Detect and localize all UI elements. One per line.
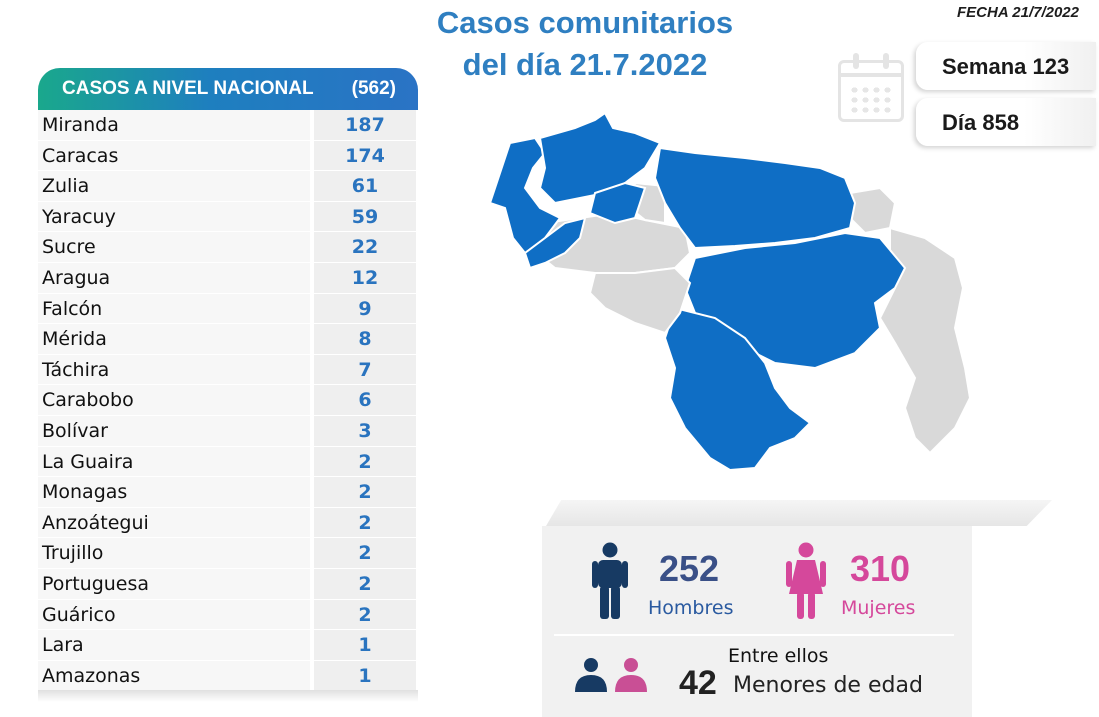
week-badge: Semana 123: [916, 42, 1096, 90]
table-row: Aragua 12: [38, 262, 418, 294]
state-name: Zulia: [38, 171, 310, 201]
table-row: Zulia 61: [38, 171, 418, 202]
state-cases: 7: [314, 354, 416, 385]
map-region-blue-north-east: [653, 146, 857, 250]
day-badge: Día 858: [916, 98, 1096, 146]
state-name: La Guaira: [38, 446, 310, 477]
cases-table: CASOS A NIVEL NACIONAL (562) Miranda 187 C…: [38, 68, 418, 692]
state-name: Aragua: [38, 262, 310, 293]
state-name: Táchira: [38, 354, 310, 385]
state-cases: 2: [314, 599, 416, 630]
entre-ellos-label: Entre ellos: [728, 645, 829, 667]
table-header: CASOS A NIVEL NACIONAL (562): [38, 68, 418, 110]
state-name: Bolívar: [38, 415, 310, 446]
state-cases: 1: [314, 660, 416, 691]
state-cases: 61: [314, 171, 416, 201]
state-name: Sucre: [38, 232, 310, 262]
table-row: Miranda 187: [38, 110, 418, 141]
stats-panel: [540, 500, 1052, 717]
page-title: Casos comunitarios del día 21.7.2022: [400, 2, 770, 86]
state-name: Caracas: [38, 140, 310, 171]
men-label: Hombres: [648, 597, 734, 619]
state-cases: 2: [314, 446, 416, 477]
map-region-blue-andes: [523, 216, 587, 270]
table-row: Guárico 2: [38, 599, 418, 631]
state-name: Mérida: [38, 324, 310, 354]
map-region-blue-center: [588, 181, 647, 225]
man-icon: [592, 542, 628, 619]
title-line-2: del día 21.7.2022: [462, 47, 708, 82]
state-cases: 12: [314, 262, 416, 293]
table-row: Lara 1: [38, 630, 418, 661]
state-cases: 8: [314, 324, 416, 354]
table-shadow: [38, 690, 418, 702]
calendar-icon: [838, 53, 904, 122]
title-line-1: Casos comunitarios: [436, 5, 734, 40]
venezuela-map: [488, 111, 972, 472]
table-row: Yaracuy 59: [38, 201, 418, 233]
table-row: Caracas 174: [38, 140, 418, 172]
state-name: Carabobo: [38, 385, 310, 415]
state-name: Miranda: [38, 110, 310, 140]
woman-icon: [786, 542, 826, 619]
table-row: Trujillo 2: [38, 538, 418, 569]
state-cases: 6: [314, 385, 416, 415]
state-cases: 2: [314, 507, 416, 538]
table-row: Portuguesa 2: [38, 568, 418, 600]
table-row: Monagas 2: [38, 477, 418, 508]
table-row: Mérida 8: [38, 324, 418, 355]
table-row: Carabobo 6: [38, 385, 418, 416]
table-row: Bolívar 3: [38, 415, 418, 447]
state-name: Falcón: [38, 293, 310, 324]
table-row: Amazonas 1: [38, 660, 418, 692]
map-region-blue-apure: [588, 266, 692, 335]
state-cases: 174: [314, 140, 416, 171]
map-region-blue-amazonas: [663, 306, 812, 472]
state-cases: 2: [314, 568, 416, 599]
state-cases: 1: [314, 630, 416, 660]
group-icon: [575, 658, 647, 692]
state-cases: 59: [314, 201, 416, 232]
table-row: Anzoátegui 2: [38, 507, 418, 539]
table-header-label: CASOS A NIVEL NACIONAL: [62, 78, 314, 99]
state-cases: 2: [314, 477, 416, 507]
state-name: Anzoátegui: [38, 507, 310, 538]
table-row: Táchira 7: [38, 354, 418, 386]
map-region-gray-delta: [849, 186, 897, 235]
table-row: Falcón 9: [38, 293, 418, 325]
state-cases: 3: [314, 415, 416, 446]
state-cases: 9: [314, 293, 416, 324]
state-name: Monagas: [38, 477, 310, 507]
map-region-blue-falcon-lara: [538, 111, 662, 205]
state-name: Guárico: [38, 599, 310, 630]
table-row: Sucre 22: [38, 232, 418, 263]
stats-divider: [554, 634, 954, 636]
state-name: Yaracuy: [38, 201, 310, 232]
state-name: Trujillo: [38, 538, 310, 568]
state-name: Lara: [38, 630, 310, 660]
women-label: Mujeres: [841, 597, 916, 619]
table-header-total: (562): [351, 78, 396, 99]
women-count: 310: [850, 548, 911, 589]
minors-label: Menores de edad: [733, 673, 923, 698]
state-cases: 2: [314, 538, 416, 568]
state-cases: 22: [314, 232, 416, 262]
state-cases: 187: [314, 110, 416, 140]
state-name: Portuguesa: [38, 568, 310, 599]
map-region-gray-guayana: [878, 226, 972, 455]
table-row: La Guaira 2: [38, 446, 418, 478]
state-name: Amazonas: [38, 660, 310, 691]
men-count: 252: [659, 548, 720, 589]
date-label: FECHA 21/7/2022: [956, 4, 1079, 21]
minors-count: 42: [679, 664, 717, 702]
